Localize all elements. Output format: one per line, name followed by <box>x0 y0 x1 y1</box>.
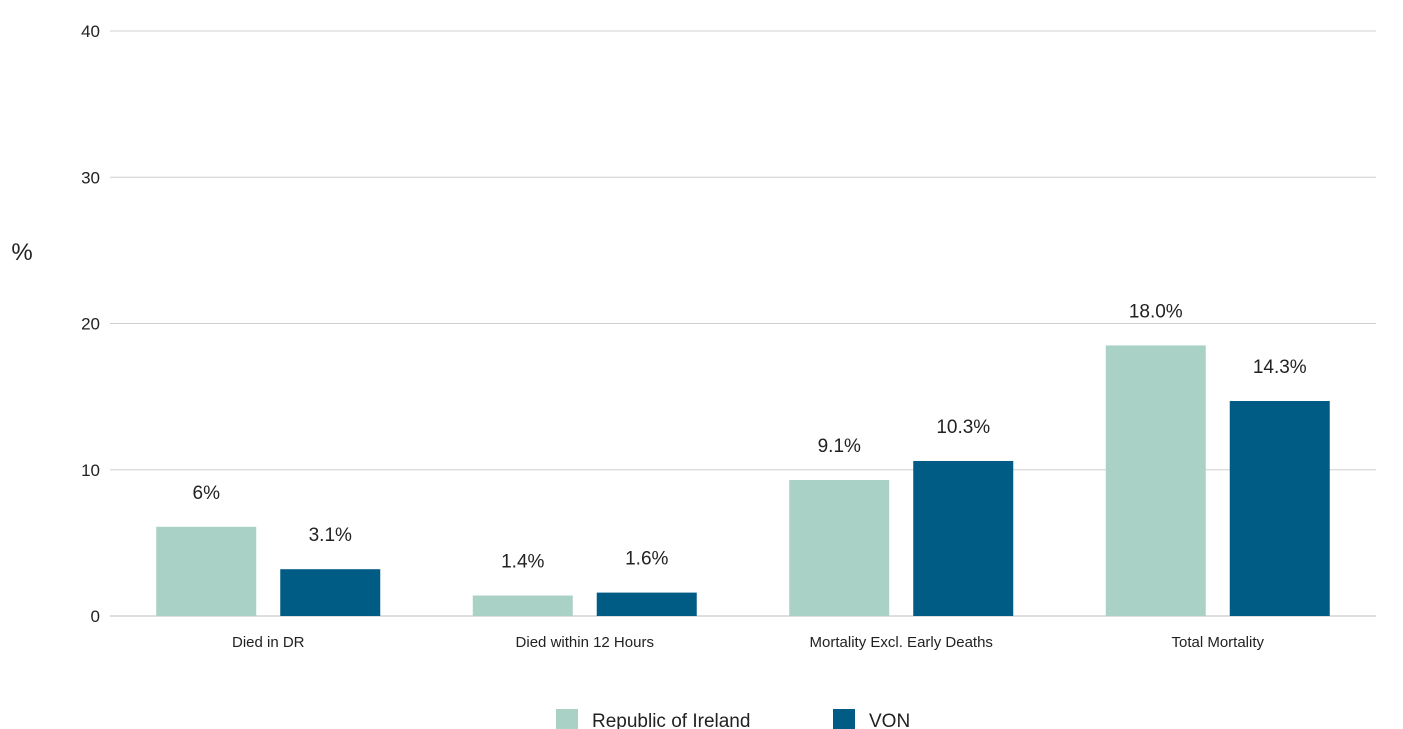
category-label-1: Died within 12 Hours <box>516 634 654 651</box>
y-tick-label-2: 20 <box>81 315 100 334</box>
data-label-3-0: 18.0% <box>1129 301 1183 322</box>
data-label-0-1: 3.1% <box>309 525 352 546</box>
y-tick-label-3: 30 <box>81 168 100 187</box>
bars <box>156 345 1330 616</box>
bar-1-0 <box>472 595 573 616</box>
data-label-2-1: 10.3% <box>936 417 990 438</box>
y-tick-label-0: 0 <box>91 607 100 626</box>
data-label-2-0: 9.1% <box>818 436 861 457</box>
data-label-1-1: 1.6% <box>625 549 668 570</box>
bar-2-1 <box>913 460 1014 616</box>
category-label-3: Total Mortality <box>1171 634 1264 651</box>
data-label-0-0: 6% <box>193 483 221 504</box>
bar-2-0 <box>789 479 890 616</box>
bar-0-1 <box>280 569 381 616</box>
legend-swatch-1 <box>833 709 855 729</box>
bar-1-1 <box>596 592 697 616</box>
y-axis-label: % <box>11 239 32 266</box>
bar-3-1 <box>1229 401 1330 616</box>
legend-swatch-0 <box>556 709 578 729</box>
category-labels: Died in DR Died within 12 Hours Mortality … <box>232 634 1265 651</box>
category-label-2: Mortality Excl. Early Deaths <box>810 634 993 651</box>
legend: Republic of Ireland VON <box>556 709 910 729</box>
data-labels: 6% 3.1% 1.4% 1.6% 9.1% 10.3% 18.0% 14.3% <box>193 301 1307 572</box>
y-tick-label-1: 10 <box>81 461 100 480</box>
bar-0-0 <box>156 526 257 616</box>
y-axis-ticks: 0 10 20 30 40 <box>81 22 100 626</box>
legend-label-1: VON <box>869 711 910 729</box>
category-label-0: Died in DR <box>232 634 305 651</box>
data-label-3-1: 14.3% <box>1253 357 1307 378</box>
data-label-1-0: 1.4% <box>501 552 544 573</box>
y-tick-label-4: 40 <box>81 22 100 41</box>
legend-label-0: Republic of Ireland <box>592 711 750 729</box>
bar-3-0 <box>1105 345 1206 616</box>
